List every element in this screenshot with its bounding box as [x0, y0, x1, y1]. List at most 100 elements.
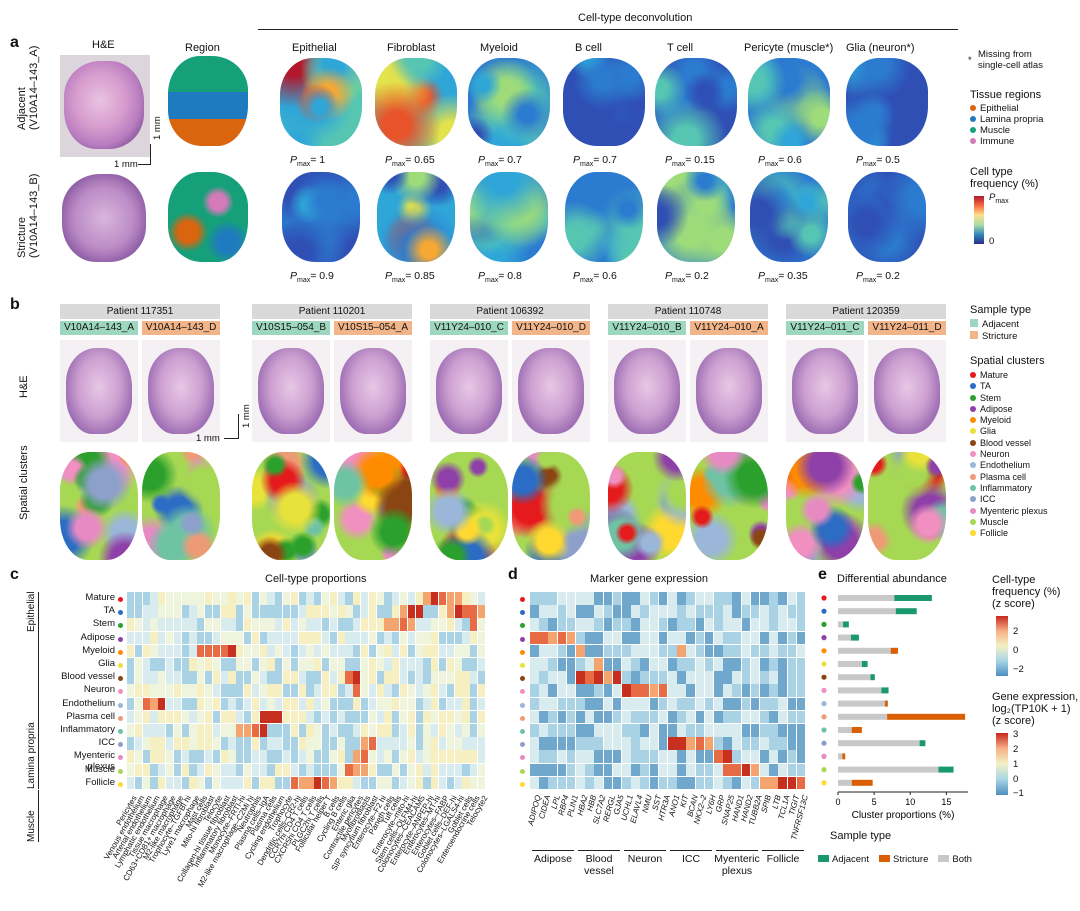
- bar-row-dot-3: [821, 635, 827, 641]
- heatmap-c-cell: [244, 697, 252, 711]
- cluster-legend-name-9: Plasma cell: [980, 471, 1027, 482]
- heatmap-d-group-line-1: [578, 850, 620, 851]
- cluster-legend-name-12: Myenteric plexus: [980, 505, 1048, 516]
- heatmap-c-cell: [400, 618, 408, 631]
- heatmap-c-cell: [220, 697, 228, 711]
- heatmap-c-cell: [259, 671, 267, 684]
- heatmap-c-cell: [345, 776, 353, 790]
- heatmap-d-cell: [622, 592, 631, 605]
- heatmap-d-cell: [695, 763, 705, 777]
- tissue-region-name-0: Epithelial: [980, 103, 1019, 114]
- heatmap-c-cell: [228, 724, 236, 737]
- sample-stricture-2: V11Y24–010_D: [512, 321, 590, 335]
- heatmap-c-cell: [368, 631, 376, 645]
- heatmap-d-cell: [649, 605, 659, 618]
- heatmap-c-cell: [236, 750, 244, 763]
- heatmap-c-cell: [244, 671, 252, 684]
- heatmap-d-cell: [732, 776, 741, 790]
- heatmap-d-group-line-5: [762, 850, 804, 851]
- heatmap-d-cell: [677, 644, 686, 658]
- heatmap-c-cell: [423, 644, 431, 658]
- heatmap-c-cell: [236, 776, 244, 790]
- heatmap-c-cell: [212, 644, 220, 658]
- heatmap-c-row-dot-10: [118, 729, 123, 734]
- heatmap-d-cell: [695, 658, 705, 671]
- cluster-legend-name-7: Neuron: [980, 449, 1010, 460]
- heatmap-d-cell: [668, 750, 677, 763]
- heatmap-d-cell: [603, 776, 613, 790]
- heatmap-c-cell: [415, 631, 423, 645]
- heatmap-c-cell: [345, 658, 353, 671]
- heatmap-d-cell: [769, 644, 778, 658]
- heatmap-c-cell: [251, 710, 259, 724]
- heatmap-c-cell: [205, 710, 213, 724]
- pmax-str-sub-4: max: [672, 277, 686, 285]
- heatmap-c-cell: [361, 684, 369, 697]
- heatmap-c-cell: [337, 776, 345, 790]
- heatmap-c-cell: [205, 618, 213, 631]
- heatmap-d-cell: [686, 671, 695, 684]
- heatmap-c-cell: [283, 605, 291, 618]
- heatmap-d-cell: [603, 724, 613, 737]
- cluster-legend-1: TA: [970, 381, 1048, 392]
- heatmap-d-cell: [640, 737, 649, 750]
- heatmap-d-cell: [714, 724, 723, 737]
- heatmap-c-cell: [462, 776, 470, 790]
- heatmap-d-cell: [677, 592, 686, 605]
- pmax-adj-sub-6: max: [863, 161, 877, 169]
- heatmap-d-cell: [548, 684, 557, 697]
- heatmap-c-cell: [205, 724, 213, 737]
- heatmap-c-cell: [400, 658, 408, 671]
- cluster-legend-name-14: Follicle: [980, 528, 1009, 539]
- heatmap-c-cell: [244, 737, 252, 750]
- heatmap-d-cell: [769, 671, 778, 684]
- heatmap-c-cell: [220, 671, 228, 684]
- heatmap-c-row-label-11: ICC: [98, 737, 115, 749]
- pmax-str-1: Pmax= 0.85: [385, 270, 435, 284]
- heatmap-c-cell: [361, 671, 369, 684]
- bar-row-dot-0: [821, 595, 827, 601]
- heatmap-d-cell: [732, 684, 741, 697]
- heatmap-c-cell: [228, 618, 236, 631]
- heatmap-c-cell: [368, 763, 376, 777]
- heatmap-d-cell: [548, 776, 557, 790]
- heatmap-d-cell: [658, 618, 668, 631]
- heatmap-d-cell: [640, 724, 649, 737]
- heatmap-c-cell: [290, 618, 298, 631]
- tissue-region-0: Epithelial: [970, 103, 1043, 114]
- heatmap-c-cell: [470, 737, 478, 750]
- heatmap-d-cell: [612, 724, 622, 737]
- heatmap-c-cell: [181, 671, 189, 684]
- heatmap-c-cell: [368, 710, 376, 724]
- heatmap-c-cell: [181, 776, 189, 790]
- heatmap-d-cell: [704, 658, 714, 671]
- deconv-map-adjacent-3: [563, 58, 645, 146]
- heatmap-d-cell: [612, 737, 622, 750]
- heatmap-c-cell: [361, 631, 369, 645]
- heatmap-c-cell: [220, 658, 228, 671]
- heatmap-c-cell: [236, 697, 244, 711]
- heatmap-c-cell: [158, 658, 166, 671]
- heatmap-d-cell: [530, 658, 539, 671]
- heatmap-d-cell: [750, 671, 760, 684]
- he-tissue-3-1: [696, 348, 762, 434]
- heatmap-d-cell: [530, 697, 539, 711]
- heatmap-c-cell: [142, 605, 150, 618]
- heatmap-d-cell: [695, 671, 705, 684]
- heatmap-c-cell: [462, 684, 470, 697]
- he-tissue-4-0: [792, 348, 858, 434]
- heatmap-c-cell: [423, 671, 431, 684]
- ge-colorbar-title: Gene expression, log₂(TP10K + 1) (z score): [992, 691, 1079, 727]
- bar-row-dot-8: [821, 701, 827, 707]
- heatmap-d-cell: [723, 592, 732, 605]
- cluster-legend-name-13: Muscle: [980, 516, 1009, 527]
- heatmap-d-group-label-4: Myenteric plexus: [714, 853, 760, 877]
- heatmap-d-cell: [704, 644, 714, 658]
- heatmap-d-cell: [741, 724, 751, 737]
- heatmap-c-cell: [353, 776, 361, 790]
- heatmap-c-cell: [220, 737, 228, 750]
- heatmap-c-cell: [439, 671, 447, 684]
- pmax-adj-sub-2: max: [485, 161, 499, 169]
- he-image-3-0: [608, 340, 686, 442]
